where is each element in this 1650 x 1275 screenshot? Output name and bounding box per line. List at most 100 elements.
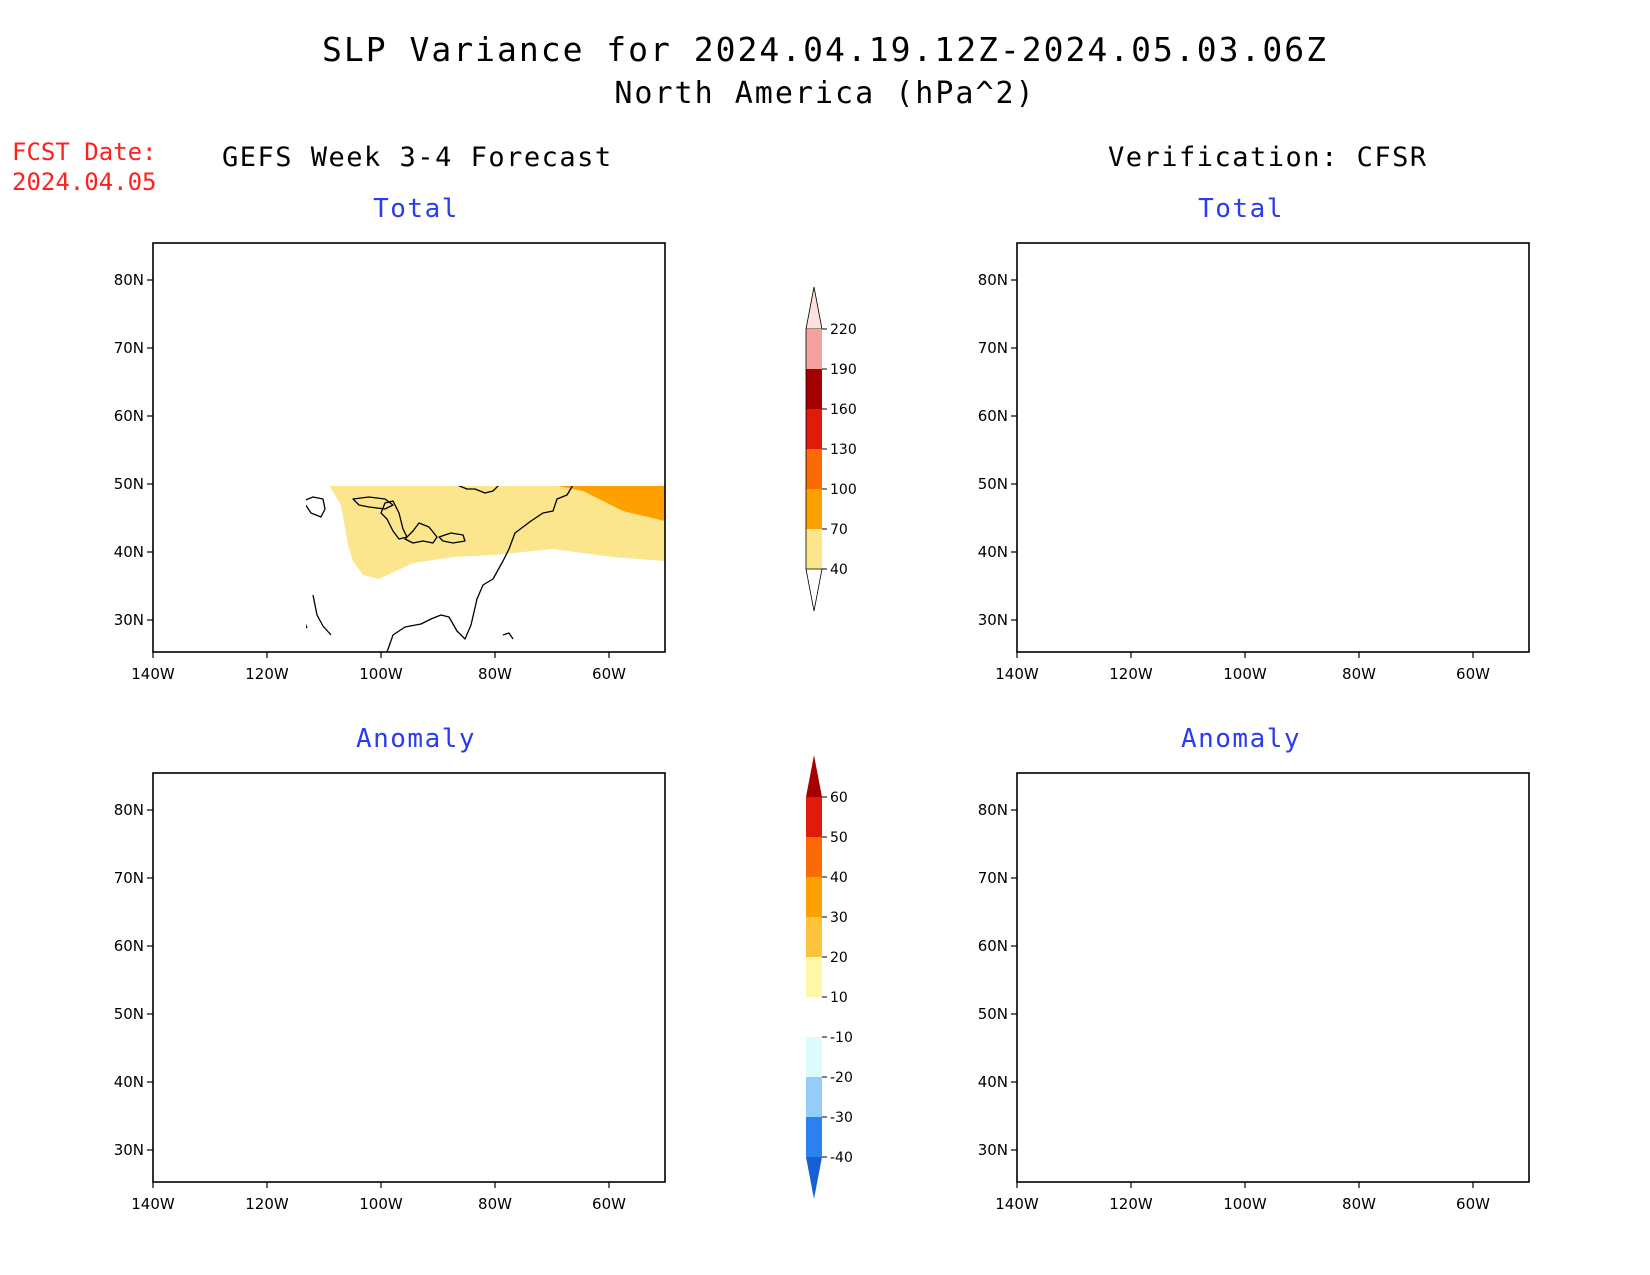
- lat-label: 70N: [978, 869, 1008, 887]
- forecast-total-map: [306, 486, 665, 653]
- colorbar-label: 160: [830, 402, 857, 418]
- lon-label: 80W: [1342, 1195, 1376, 1213]
- colorbar-box: [806, 1077, 822, 1117]
- lon-label: 140W: [995, 1195, 1039, 1213]
- verification-anomaly-frame: [1016, 772, 1530, 1183]
- colorbar-box: [806, 529, 822, 569]
- colorbar-anomaly: -40 -30 -20 -10 10 20 30 40 50 60: [806, 755, 853, 1199]
- verification-total-frame: [1016, 242, 1530, 653]
- panel-title-forecast-total: Total: [373, 194, 459, 224]
- colorbar-box: [806, 449, 822, 489]
- colorbar-label: 60: [830, 790, 848, 806]
- lon-label: 60W: [592, 665, 626, 683]
- map-axes: 140W 120W 100W 80W 60W 80N 70N 60N 50N 40N 30N 140W…: [114, 271, 1490, 1213]
- lon-label: 120W: [1109, 665, 1153, 683]
- lat-label: 50N: [114, 475, 144, 493]
- lat-label: 70N: [114, 339, 144, 357]
- colorbar-box: [806, 957, 822, 997]
- colorbar-box: [806, 1037, 822, 1077]
- colorbar-box: [806, 369, 822, 409]
- lon-label: 60W: [1456, 1195, 1490, 1213]
- panel-title-verification-total: Total: [1198, 194, 1284, 224]
- lon-label: 100W: [359, 1195, 403, 1213]
- chart-title: SLP Variance for 2024.04.19.12Z-2024.05.…: [322, 30, 1328, 69]
- lon-label: 100W: [1223, 665, 1267, 683]
- lon-label: 60W: [1456, 665, 1490, 683]
- lat-label: 50N: [978, 475, 1008, 493]
- colorbar-label: 10: [830, 990, 848, 1006]
- verification-total-map: [1017, 243, 1529, 652]
- colorbar-lower-extension: [806, 1157, 822, 1199]
- column-heading-verification: Verification: CFSR: [1108, 142, 1428, 173]
- colorbar-label: 50: [830, 830, 848, 846]
- colorbar-box: [806, 837, 822, 877]
- colorbar-total: 40 70 100 130 160 190 220: [805, 286, 857, 612]
- lat-label: 30N: [978, 1141, 1008, 1159]
- lon-label: 80W: [478, 665, 512, 683]
- colorbar-label: 20: [830, 950, 848, 966]
- column-heading-forecast: GEFS Week 3-4 Forecast: [222, 142, 613, 173]
- colorbar-box: [806, 489, 822, 529]
- colorbar-label: 40: [830, 562, 848, 578]
- colorbar-label: -30: [830, 1110, 853, 1126]
- colorbar-label: 130: [830, 442, 857, 458]
- chart-subtitle: North America (hPa^2): [614, 76, 1036, 111]
- colorbar-label: -10: [830, 1030, 853, 1046]
- colorbar-box: [806, 917, 822, 957]
- lon-label: 120W: [1109, 1195, 1153, 1213]
- lon-label: 100W: [359, 665, 403, 683]
- forecast-date-label: FCST Date:: [12, 138, 157, 166]
- lon-label: 120W: [245, 1195, 289, 1213]
- verification-anomaly-map: [1017, 773, 1529, 1182]
- colorbar-upper-extension: [806, 755, 822, 797]
- forecast-anomaly-map: [153, 773, 665, 1182]
- colorbar-box: [806, 1117, 822, 1157]
- lat-label: 60N: [114, 407, 144, 425]
- colorbar-label: 40: [830, 870, 848, 886]
- colorbar-label: 190: [830, 362, 857, 378]
- lon-label: 80W: [478, 1195, 512, 1213]
- colorbar-box: [806, 409, 822, 449]
- lat-label: 40N: [978, 543, 1008, 561]
- lat-label: 30N: [978, 611, 1008, 629]
- lat-label: 40N: [978, 1073, 1008, 1091]
- lon-label: 140W: [995, 665, 1039, 683]
- colorbar-label: 30: [830, 910, 848, 926]
- lon-label: 140W: [131, 665, 175, 683]
- colorbar-label: -20: [830, 1070, 853, 1086]
- forecast-total-frame: [152, 242, 666, 653]
- colorbar-box: [806, 997, 822, 1037]
- colorbar-label: 220: [830, 322, 857, 338]
- colorbar-label: -40: [830, 1150, 853, 1166]
- lat-label: 80N: [978, 271, 1008, 289]
- lon-label: 120W: [245, 665, 289, 683]
- lat-label: 60N: [114, 937, 144, 955]
- colorbar-box: [806, 797, 822, 837]
- colorbar-lower-extension: [805, 568, 823, 612]
- colorbar-upper-extension: [805, 286, 823, 330]
- lat-label: 60N: [978, 937, 1008, 955]
- forecast-anomaly-frame: [152, 772, 666, 1183]
- lat-label: 50N: [978, 1005, 1008, 1023]
- lon-label: 100W: [1223, 1195, 1267, 1213]
- colorbar-box: [806, 877, 822, 917]
- panel-title-forecast-anomaly: Anomaly: [355, 724, 477, 754]
- lat-label: 30N: [114, 1141, 144, 1159]
- lat-label: 80N: [114, 801, 144, 819]
- lon-label: 140W: [131, 1195, 175, 1213]
- colorbar-label: 70: [830, 522, 848, 538]
- lon-label: 80W: [1342, 665, 1376, 683]
- colorbar-box: [806, 329, 822, 369]
- lon-label: 60W: [592, 1195, 626, 1213]
- colorbar-label: 100: [830, 482, 857, 498]
- lat-label: 40N: [114, 1073, 144, 1091]
- panel-title-verification-anomaly: Anomaly: [1180, 724, 1302, 754]
- forecast-date-value: 2024.04.05: [12, 168, 157, 196]
- lat-label: 70N: [114, 869, 144, 887]
- lat-label: 80N: [114, 271, 144, 289]
- lat-label: 60N: [978, 407, 1008, 425]
- lat-label: 40N: [114, 543, 144, 561]
- lat-label: 30N: [114, 611, 144, 629]
- lat-label: 80N: [978, 801, 1008, 819]
